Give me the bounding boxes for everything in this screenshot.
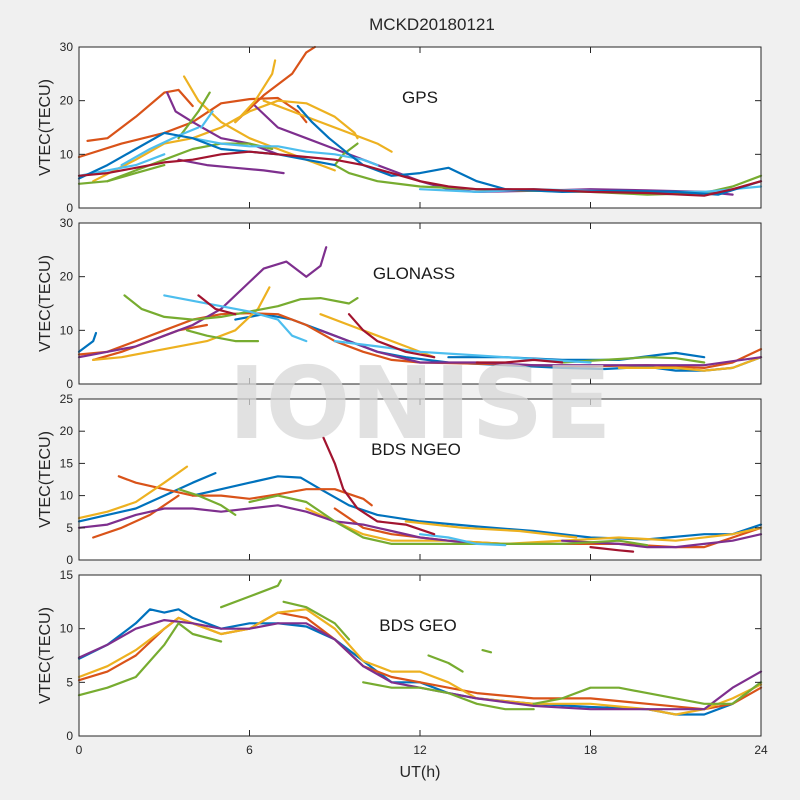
panel-label: GPS <box>402 88 438 107</box>
series-line <box>362 681 535 711</box>
series-line <box>262 99 393 153</box>
series-line <box>92 99 359 183</box>
series-line <box>296 104 763 196</box>
series-line <box>177 158 285 175</box>
series-line <box>77 331 98 353</box>
series-group <box>77 436 763 553</box>
y-tick-label: 0 <box>66 553 73 567</box>
series-line <box>92 494 180 539</box>
panel-gps: 0 10 20 30 VTEC(TECU) GPS <box>37 40 763 215</box>
y-tick-label: 0 <box>66 377 73 391</box>
panels: 0 10 20 30 VTEC(TECU) GPS 0 10 20 30 VTEC(TECU) GLO… <box>37 40 768 781</box>
x-tick-label: 12 <box>413 743 427 757</box>
series-line <box>77 153 166 177</box>
series-line <box>117 475 373 507</box>
series-line <box>404 520 578 539</box>
y-tick-label: 15 <box>60 456 74 470</box>
y-axis-label: VTEC(TECU) <box>37 607 54 704</box>
series-line <box>617 356 763 372</box>
series-line <box>589 546 635 553</box>
y-tick-label: 10 <box>60 489 74 503</box>
series-line <box>475 358 564 364</box>
series-line <box>77 150 763 197</box>
y-tick-label: 20 <box>60 94 74 108</box>
panel-label: BDS GEO <box>379 616 456 635</box>
series-group <box>77 45 763 197</box>
series-line <box>319 329 763 367</box>
x-tick-label: 0 <box>76 743 83 757</box>
series-group <box>77 246 763 372</box>
series-line <box>418 533 507 547</box>
x-tick-label: 24 <box>754 743 768 757</box>
series-line <box>234 45 316 124</box>
series-line <box>177 488 237 516</box>
series-line <box>185 329 260 343</box>
panel-bds-ngeo: 0 5 10 15 20 25 VTEC(TECU) BDS NGEO <box>37 392 763 567</box>
y-tick-label: 10 <box>60 622 74 636</box>
y-tick-label: 20 <box>60 270 74 284</box>
series-line <box>77 472 217 523</box>
watermark: IONISE <box>228 345 611 462</box>
series-line <box>200 110 214 129</box>
series-line <box>77 619 763 711</box>
panel-bds-geo: 0 5 10 15 0 6 12 18 24 VTEC(TECU) BDS GEO UT(h) <box>37 568 768 781</box>
series-line <box>191 475 763 541</box>
x-tick-label: 18 <box>584 743 598 757</box>
series-line <box>120 126 200 167</box>
series-line <box>77 504 478 545</box>
series-line <box>532 681 763 705</box>
series-group <box>77 579 763 716</box>
series-line <box>86 88 194 142</box>
y-axis-label: VTEC(TECU) <box>37 255 54 352</box>
y-tick-label: 5 <box>66 521 73 535</box>
y-tick-label: 5 <box>66 675 73 689</box>
series-line <box>77 246 328 359</box>
series-line <box>481 649 493 654</box>
series-line <box>77 622 223 697</box>
y-tick-label: 30 <box>60 216 74 230</box>
series-line <box>347 313 436 359</box>
series-line <box>220 579 282 609</box>
series-line <box>427 654 464 673</box>
x-tick-label: 6 <box>246 743 253 757</box>
series-line <box>234 59 277 124</box>
series-line <box>561 533 763 549</box>
panel-label: BDS NGEO <box>371 440 461 459</box>
series-line <box>77 131 336 180</box>
y-tick-label: 15 <box>60 568 74 582</box>
panel-label: GLONASS <box>373 264 455 283</box>
series-line <box>177 91 211 140</box>
series-line <box>163 294 308 343</box>
y-tick-label: 10 <box>60 147 74 161</box>
series-line <box>77 465 189 520</box>
y-tick-label: 0 <box>66 201 73 215</box>
series-line <box>197 294 237 316</box>
y-tick-label: 25 <box>60 392 74 406</box>
y-tick-label: 0 <box>66 729 73 743</box>
series-line <box>333 340 592 364</box>
y-tick-label: 20 <box>60 424 74 438</box>
series-line <box>282 600 351 641</box>
panel-glonass: 0 10 20 30 VTEC(TECU) GLONASS <box>37 216 763 391</box>
y-tick-label: 30 <box>60 40 74 54</box>
series-line <box>106 164 166 183</box>
series-line <box>322 436 436 536</box>
series-line <box>319 313 436 359</box>
y-tick-label: 10 <box>60 323 74 337</box>
series-line <box>248 494 649 547</box>
series-line <box>77 96 308 159</box>
x-axis-label: UT(h) <box>400 764 441 781</box>
y-axis-label: VTEC(TECU) <box>37 79 54 176</box>
figure-title: MCKD20180121 <box>369 15 495 34</box>
series-line <box>191 137 379 167</box>
series-line <box>561 356 706 364</box>
y-axis-label: VTEC(TECU) <box>37 431 54 528</box>
